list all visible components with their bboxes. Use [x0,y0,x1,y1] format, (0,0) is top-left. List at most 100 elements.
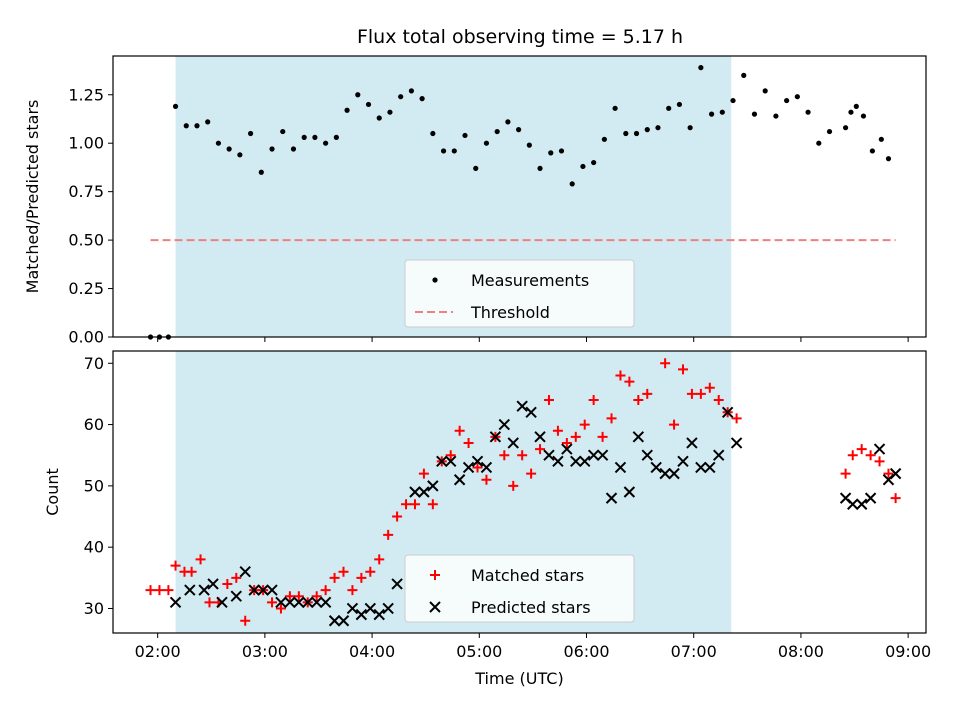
predicted-star-point [302,596,314,609]
y-tick-label: 50 [84,476,104,495]
matched-star-point [427,499,438,510]
predicted-star-point [873,443,886,455]
matched-star-point [597,431,608,442]
predicted-star-point [169,596,182,609]
legend-entry: Matched stars [471,566,584,585]
predicted-star-point [284,596,296,609]
matched-star-point [284,591,295,602]
matched-star-point [840,468,851,479]
measurement-point [462,132,468,139]
y-tick-label: 30 [84,599,104,618]
bottom-panel: 30 40 50 60 70 02:00 03:00 04:00 05:00 06:00 07:00… [43,350,931,688]
measurement-point [215,140,222,146]
predicted-star-point [695,461,707,474]
predicted-star-point [641,449,653,461]
predicted-star-point [704,461,716,474]
predicted-star-point [614,461,627,474]
matched-star-point [154,585,165,596]
predicted-star-point [677,455,689,468]
predicted-star-point [864,492,877,504]
y-axis-label: Matched/Predicted stars [23,100,42,294]
measurement-point [333,134,339,140]
measurement-point [623,130,629,137]
x-tick-label: 02:00 [135,642,181,661]
matched-star-point [890,493,901,504]
matched-star-point [347,585,358,596]
matched-star-point [293,591,304,602]
matched-star-point [356,572,367,583]
predicted-star-point [534,431,546,443]
y-tick-label: 40 [84,538,104,557]
matched-star-point [186,566,197,577]
legend-entry: Predicted stars [471,598,591,617]
matched-star-point [579,419,590,430]
legend-box [404,259,635,328]
predicted-star-point [453,474,466,486]
predicted-star-point [382,602,394,615]
matched-star-point [170,560,181,571]
matched-star-point [686,388,697,399]
measurement-point [398,94,404,100]
measurement-point [666,105,672,111]
measurement-point [483,140,490,146]
measurement-point [762,88,768,94]
matched-star-point [163,585,174,596]
predicted-star-point [293,596,305,609]
measurement-point [869,148,875,154]
matched-star-point [472,462,483,473]
measurement-point [172,103,179,109]
measurement-point [344,107,350,113]
legend-predicted-marker [429,601,441,613]
matched-star-point [677,364,688,375]
measurement-point [601,136,607,142]
matched-star-point [561,437,572,448]
measurement-point [569,181,575,187]
measurement-point [526,142,532,148]
predicted-star-point [596,449,609,461]
legend-entry: Threshold [470,303,550,322]
measurement-point [237,152,243,158]
predicted-star-point [847,498,859,510]
matched-star-point [240,615,251,626]
predicted-star-point [436,455,448,468]
y-tick-label: 0.00 [68,328,104,347]
predicted-star-point [579,455,591,468]
chart-title: Flux total observing time = 5.17 h [357,26,683,48]
matched-star-point [320,585,331,596]
predicted-star-point [489,431,502,443]
measurement-point [730,97,736,104]
matched-star-point [418,468,429,479]
measurement-point [784,97,790,104]
x-tick-label: 07:00 [671,642,717,661]
measurement-point [323,140,329,146]
predicted-star-point [552,455,564,468]
measurement-point [719,109,725,115]
measurement-point [387,109,393,115]
measurement-point [494,128,500,135]
measurement-point [816,140,822,146]
measurement-point [473,165,479,171]
predicted-star-point [445,455,457,468]
legend-entry: Measurements [471,271,589,290]
measurement-point [633,130,640,137]
matched-star-point [633,395,644,406]
measurement-point [451,148,457,154]
matched-star-point [329,572,340,583]
matched-star-point [526,468,537,479]
measurement-point [644,127,650,133]
measurement-point [183,123,189,129]
matched-star-point [231,572,242,583]
measurement-point [612,105,618,111]
matched-star-point [267,597,278,608]
measurement-point [440,148,447,154]
measurement-point [708,111,715,117]
matched-star-point [392,511,403,522]
predicted-star-point [257,584,269,596]
measurement-point [885,156,892,162]
matched-star-point [481,474,492,485]
matched-star-point [275,603,286,614]
predicted-star-point [230,590,242,602]
matched-star-point [535,444,546,455]
y-tick-label: 60 [84,415,104,434]
matched-star-point [445,450,456,461]
